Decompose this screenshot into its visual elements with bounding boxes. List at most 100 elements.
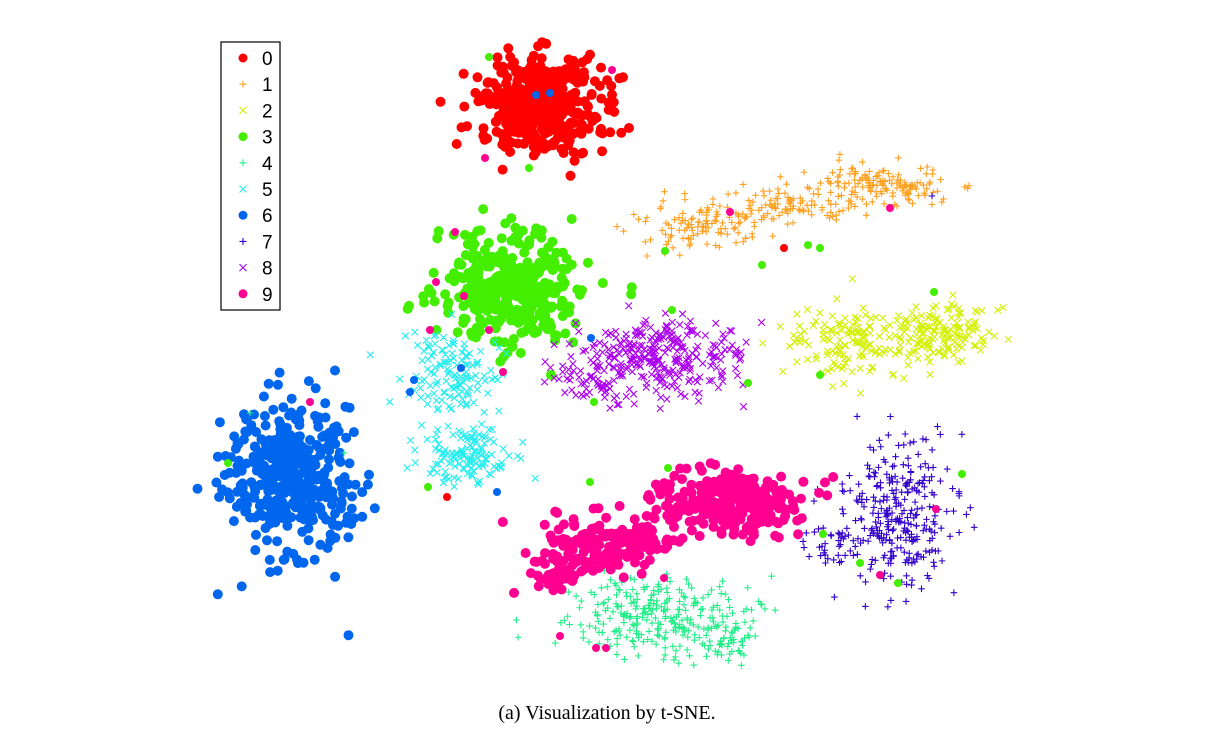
data-point-8 [712,364,721,372]
data-point-7 [872,518,879,526]
data-point-5 [480,439,489,448]
data-point-4 [705,645,712,653]
data-point-5 [439,448,448,456]
data-point-1 [643,252,651,260]
data-point-7 [906,439,914,447]
data-point-4 [586,622,593,630]
data-point-4 [644,611,652,618]
data-point-8 [681,392,689,401]
data-point-4 [690,621,697,629]
data-point-1 [814,191,822,198]
data-point-4 [595,618,602,625]
data-point-0 [503,43,514,54]
data-point-5 [531,474,539,483]
data-point-8 [670,377,679,385]
data-point-1 [937,176,944,183]
data-point-7 [918,585,925,593]
data-point-6 [240,494,251,505]
data-point-7 [919,435,927,443]
data-point-5 [450,453,458,461]
data-point-7 [887,597,895,604]
data-point-8 [678,342,687,351]
data-point-4 [683,614,691,622]
data-point-4 [614,603,622,611]
data-point-4 [648,610,655,618]
data-point-5 [519,438,527,446]
data-point-8 [566,376,574,384]
data-point-0 [549,136,560,147]
data-point-7 [904,489,911,497]
data-point-3 [508,334,519,344]
data-point-9 [451,228,459,236]
data-point-4 [646,601,653,609]
data-point-6 [532,91,540,99]
data-point-1 [702,228,710,236]
data-point-4 [654,583,662,590]
data-point-4 [630,576,638,584]
data-point-9 [642,521,653,532]
data-point-7 [886,536,894,544]
data-point-7 [900,548,908,556]
data-point-8 [634,331,642,340]
data-point-5 [475,431,483,439]
data-point-9 [556,584,567,595]
data-point-2 [965,324,973,333]
data-point-7 [898,488,905,496]
data-point-8 [681,346,689,355]
data-point-8 [643,379,651,387]
data-point-4 [627,593,634,600]
data-point-7 [919,477,927,484]
data-point-8 [663,395,671,403]
data-point-5 [441,468,450,476]
data-point-9 [499,368,507,376]
data-point-5 [464,391,472,399]
data-point-8 [600,366,608,375]
data-point-8 [616,372,624,380]
data-point-2 [803,355,812,364]
data-point-2 [891,350,900,358]
data-point-1 [851,170,858,178]
data-point-3 [523,292,534,303]
data-point-9 [660,574,668,582]
data-point-2 [849,320,857,329]
data-point-1 [854,180,862,187]
data-point-9 [729,484,740,495]
data-point-6 [333,520,344,531]
legend-label-1: 1 [262,75,273,96]
data-point-5 [423,365,432,373]
data-point-9 [697,496,708,507]
data-point-0 [535,61,546,71]
data-point-5 [413,341,422,349]
data-point-8 [655,344,663,352]
series-0 [435,37,634,181]
data-point-3 [553,282,564,293]
data-point-4 [724,643,732,650]
data-point-9 [728,529,739,540]
data-point-7 [902,536,910,544]
data-point-6 [278,402,289,413]
data-point-8 [612,327,620,335]
data-point-4 [621,656,628,663]
data-point-7 [914,550,922,558]
series-6 [192,365,380,641]
data-point-1 [681,217,689,224]
data-point-0 [459,101,470,112]
data-point-0 [528,141,539,152]
data-point-8 [617,362,625,371]
data-point-2 [985,328,993,336]
data-point-9 [604,543,615,554]
data-point-7 [937,477,944,485]
data-point-8 [602,387,610,395]
data-point-9 [734,507,745,518]
data-point-7 [903,581,910,588]
data-point-6 [303,523,314,534]
data-point-1 [889,173,897,181]
data-point-0 [557,83,568,94]
data-point-9 [591,523,602,534]
data-point-3 [536,300,547,310]
data-point-8 [732,345,741,354]
data-point-2 [955,323,964,332]
data-point-2 [901,317,909,325]
data-point-4 [607,576,614,584]
data-point-9 [660,543,670,554]
